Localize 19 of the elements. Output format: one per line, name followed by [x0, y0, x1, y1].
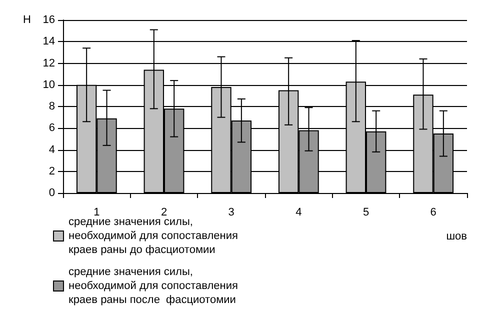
- x-tick-label: 3: [228, 206, 234, 218]
- x-axis-title: шов: [446, 230, 468, 242]
- x-tick-label: 1: [94, 206, 100, 218]
- y-tick-label: 6: [48, 122, 55, 134]
- x-tick-label: 2: [160, 206, 168, 218]
- y-tick-label: 16: [42, 14, 55, 26]
- y-tick-label: 4: [48, 144, 55, 156]
- x-tick-label: 5: [362, 206, 370, 218]
- y-tick-label: 14: [42, 36, 55, 48]
- x-tick-label: 4: [296, 206, 302, 218]
- y-axis-title: Н: [23, 14, 32, 26]
- y-tick-label: 12: [42, 57, 55, 70]
- legend-label: средние значения силы, необходимой для сопоставления краев раны после фасциотомии: [68, 266, 241, 306]
- y-tick-label: 10: [42, 78, 55, 91]
- x-tick-label: 6: [430, 206, 436, 218]
- y-tick-label: 8: [48, 100, 55, 112]
- y-tick-label: 0: [48, 187, 55, 199]
- legend-label: средние значения силы, необходимой для сопоставления краев раны до фасциотомии: [68, 216, 241, 256]
- y-tick-label: 2: [48, 165, 55, 178]
